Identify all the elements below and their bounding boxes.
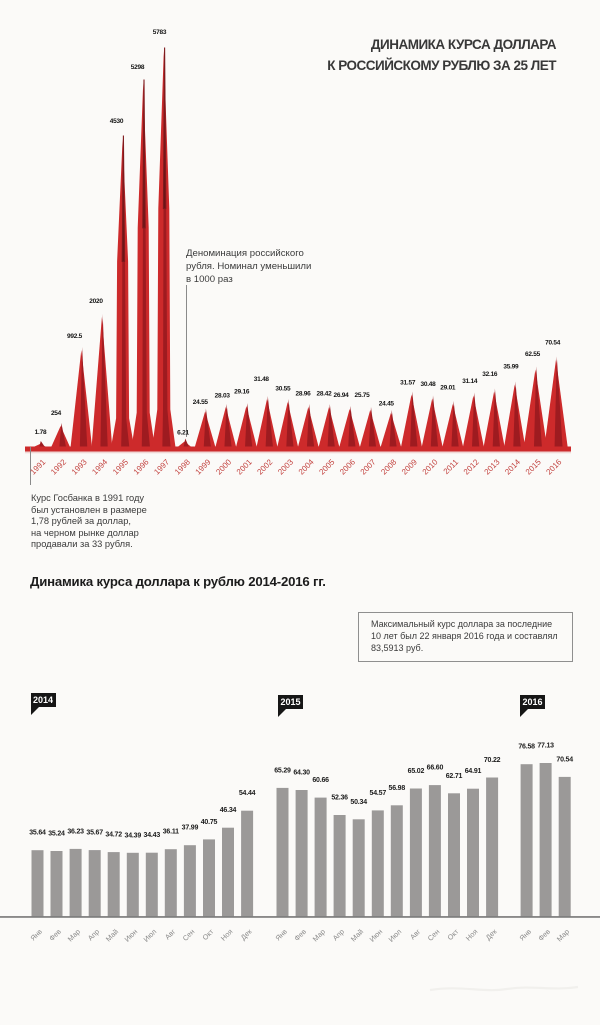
svg-text:6.21: 6.21 [177,430,189,437]
svg-text:Мар: Мар [66,927,82,943]
svg-text:1.78: 1.78 [35,429,47,436]
svg-text:70.54: 70.54 [556,756,573,763]
svg-text:Мар: Мар [311,927,327,943]
svg-text:35.24: 35.24 [48,831,65,838]
svg-text:54.57: 54.57 [370,790,387,797]
svg-text:36.23: 36.23 [67,828,84,835]
svg-text:28.96: 28.96 [295,391,311,398]
svg-text:Апр: Апр [86,927,101,942]
svg-text:Июн: Июн [368,927,385,944]
svg-text:5783: 5783 [153,29,167,36]
svg-text:Окт: Окт [445,927,460,942]
svg-text:Фев: Фев [536,927,552,943]
svg-text:5298: 5298 [131,64,145,71]
svg-text:34.72: 34.72 [105,832,122,839]
svg-text:54.44: 54.44 [239,790,256,797]
svg-text:4530: 4530 [110,118,124,125]
svg-text:24.45: 24.45 [379,401,395,408]
svg-text:29.16: 29.16 [234,388,250,395]
svg-text:Авг: Авг [163,927,178,942]
svg-text:70.54: 70.54 [545,340,561,347]
svg-text:76.58: 76.58 [518,744,535,751]
svg-text:36.11: 36.11 [163,829,179,836]
svg-text:28.42: 28.42 [316,391,332,398]
svg-text:Июл: Июл [142,927,159,944]
svg-text:254: 254 [51,410,62,417]
svg-text:Авг: Авг [408,927,423,942]
svg-text:25.75: 25.75 [354,392,370,399]
svg-text:35.67: 35.67 [86,830,103,837]
svg-text:34.39: 34.39 [125,832,142,839]
svg-text:32.16: 32.16 [482,371,498,378]
svg-text:31.57: 31.57 [400,379,416,386]
svg-text:64.30: 64.30 [293,770,310,777]
svg-text:Янв: Янв [28,927,44,943]
svg-text:34.43: 34.43 [144,832,161,839]
svg-text:Ноя: Ноя [219,927,235,943]
svg-text:Янв: Янв [517,927,533,943]
svg-text:26.94: 26.94 [333,392,349,399]
svg-text:31.14: 31.14 [462,378,478,385]
svg-text:77.13: 77.13 [537,743,554,750]
svg-text:64.91: 64.91 [465,768,482,775]
svg-text:70.22: 70.22 [484,757,501,764]
svg-text:31.48: 31.48 [254,376,270,383]
svg-text:46.34: 46.34 [220,807,237,814]
svg-text:Фев: Фев [292,927,308,943]
svg-text:Сен: Сен [426,927,442,943]
svg-text:992.5: 992.5 [67,333,83,340]
svg-text:Дек: Дек [239,926,254,941]
svg-text:60.66: 60.66 [312,777,329,784]
svg-text:37.99: 37.99 [182,825,199,832]
svg-text:62.55: 62.55 [525,351,541,358]
svg-text:Апр: Апр [331,927,346,942]
svg-text:Июл: Июл [387,927,404,944]
svg-text:Мар: Мар [555,927,571,943]
svg-text:40.75: 40.75 [201,819,218,826]
svg-text:52.36: 52.36 [331,795,348,802]
svg-text:Янв: Янв [273,927,289,943]
svg-text:28.03: 28.03 [215,393,231,400]
svg-text:Май: Май [349,927,365,943]
svg-text:50.34: 50.34 [350,799,367,806]
svg-text:Окт: Окт [200,927,215,942]
svg-text:Дек: Дек [484,926,499,941]
svg-text:Ноя: Ноя [464,927,480,943]
svg-text:Июн: Июн [123,927,140,944]
svg-text:Май: Май [104,927,120,943]
svg-text:24.55: 24.55 [193,399,209,406]
svg-text:65.29: 65.29 [274,767,291,774]
svg-text:35.99: 35.99 [503,363,519,370]
svg-text:Сен: Сен [181,927,197,943]
svg-text:35.64: 35.64 [29,830,46,837]
svg-text:30.48: 30.48 [420,381,436,388]
svg-text:30.55: 30.55 [275,386,291,393]
svg-text:56.98: 56.98 [389,785,406,792]
svg-text:62.71: 62.71 [446,773,463,780]
svg-text:65.02: 65.02 [408,768,425,775]
svg-text:66.60: 66.60 [427,765,444,772]
svg-text:2020: 2020 [89,298,103,305]
svg-text:Фев: Фев [47,927,63,943]
svg-text:29.01: 29.01 [440,384,456,391]
